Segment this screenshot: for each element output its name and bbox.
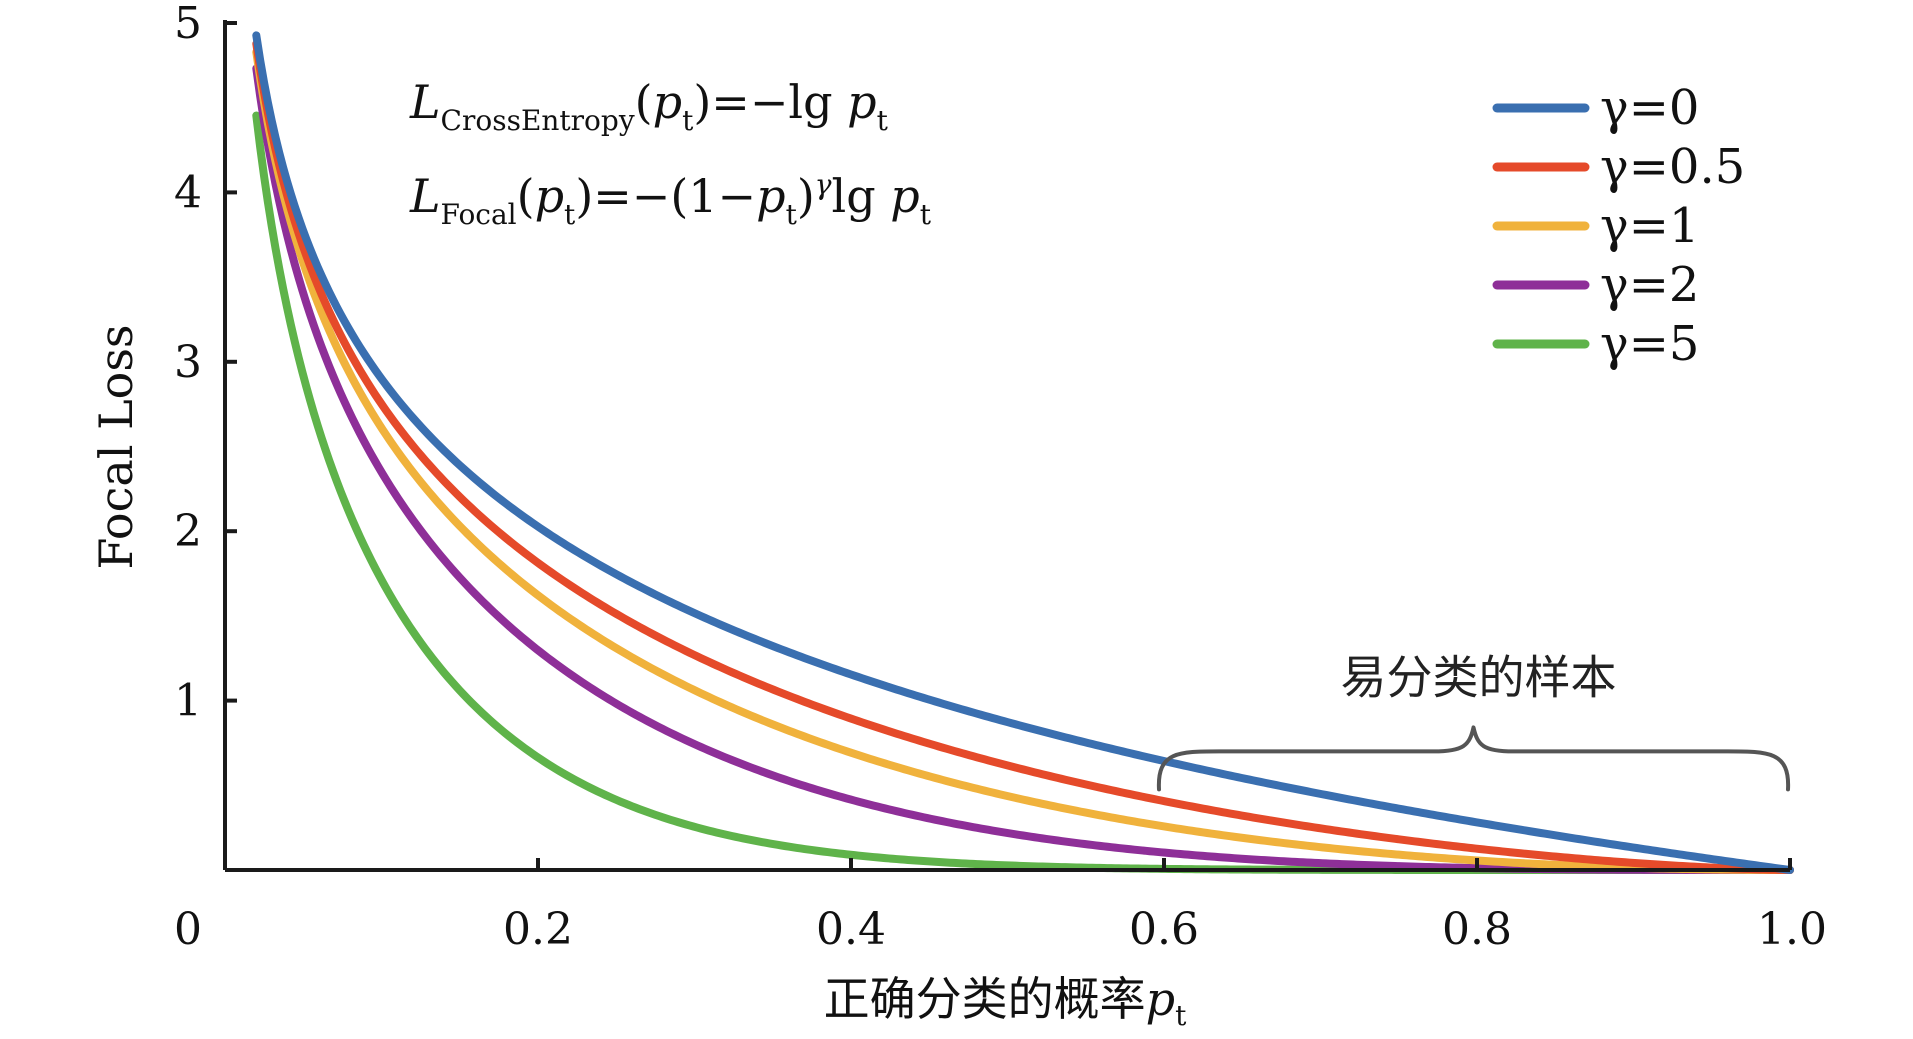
axes-group — [223, 20, 1790, 872]
y-tick-label-2: 3 — [174, 337, 202, 388]
y-tick-label-1: 2 — [174, 506, 202, 557]
annotation-group: 易分类的样本 — [1156, 650, 1791, 792]
legend-label-1: γ=0.5 — [1600, 139, 1745, 195]
series-line-gamma-1 — [252, 48, 1794, 874]
legend-label-3: γ=2 — [1600, 257, 1699, 313]
formula-focal: LFocal(pt)=−(1−pt)γlg pt — [409, 168, 932, 231]
series-line-gamma-0 — [252, 31, 1794, 874]
y-tick-label-4: 5 — [174, 0, 202, 49]
x-tick-label-0: 0 — [174, 904, 202, 955]
legend-label-0: γ=0 — [1600, 80, 1699, 136]
easy-samples-brace — [1156, 725, 1791, 792]
x-axis-title-prefix: 正确分类的概率 — [824, 972, 1146, 1026]
x-tick-label-4: 0.8 — [1442, 904, 1512, 955]
ticks-group: 0 0.2 0.4 0.6 0.8 1.0 1 2 3 4 5 — [174, 0, 1827, 955]
x-tick-label-2: 0.4 — [816, 904, 886, 955]
y-tick-label-0: 1 — [174, 676, 202, 727]
easy-samples-label: 易分类的样本 — [1341, 650, 1617, 704]
x-axis-title: 正确分类的概率pt — [824, 972, 1187, 1032]
series-line-gamma-0-5 — [252, 39, 1794, 874]
x-tick-label-1: 0.2 — [503, 904, 573, 955]
series-group — [252, 31, 1794, 874]
x-axis-title-var: p — [1146, 972, 1175, 1026]
x-axis-title-sub: t — [1175, 999, 1187, 1032]
y-axis-title: Focal Loss — [89, 324, 143, 569]
legend-label-2: γ=1 — [1600, 198, 1699, 254]
formula-cross-entropy: LCrossEntropy(pt)=−lg pt — [409, 75, 889, 137]
y-tick-label-3: 4 — [174, 167, 202, 218]
x-tick-label-3: 0.6 — [1129, 904, 1199, 955]
legend: γ=0γ=0.5γ=1γ=2γ=5 — [1492, 80, 1745, 372]
legend-label-4: γ=5 — [1600, 316, 1699, 372]
x-tick-label-5: 1.0 — [1757, 904, 1827, 955]
